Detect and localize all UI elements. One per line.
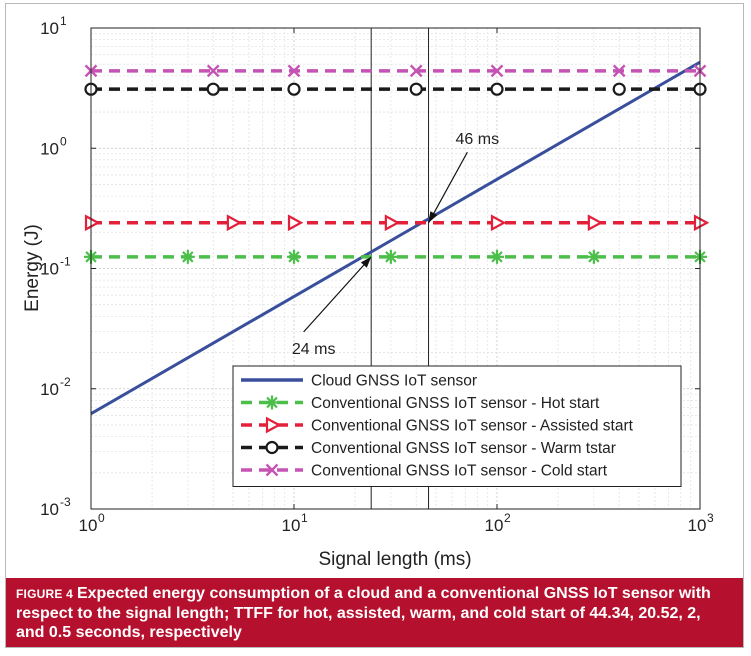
series-marker <box>383 249 398 264</box>
figure-caption: FIGURE 4 Expected energy consumption of a… <box>6 578 743 647</box>
y-tick-exp: -1 <box>60 255 71 269</box>
y-tick-label: 10 -2 <box>40 375 700 399</box>
x-tick-label: 10 3 <box>688 28 714 535</box>
y-tick-exp: 0 <box>60 134 67 148</box>
y-tick-base: 10 <box>40 19 59 38</box>
series-marker <box>206 82 220 96</box>
legend-label: Conventional GNSS IoT sensor - Hot start <box>311 395 600 412</box>
series <box>84 214 710 232</box>
caption-label: FIGURE 4 <box>16 587 73 601</box>
y-axis-label: Energy (J) <box>22 224 43 312</box>
legend-entry: Conventional GNSS IoT sensor - Cold star… <box>241 463 608 480</box>
annotation: 24 ms <box>292 256 372 358</box>
series-marker <box>287 82 301 96</box>
x-tick-exp: 3 <box>707 511 714 525</box>
series <box>84 64 707 78</box>
legend-label: Conventional GNSS IoT sensor - Assisted … <box>311 418 634 435</box>
legend-box <box>232 365 682 487</box>
y-tick-base: 10 <box>40 260 59 279</box>
series-marker <box>287 214 304 232</box>
legend-entry: Conventional GNSS IoT sensor - Warm tsta… <box>241 440 616 457</box>
y-tick-label: 10 -3 <box>40 495 700 519</box>
y-tick-exp: -3 <box>60 495 71 509</box>
annotation-arrow <box>303 256 372 333</box>
y-tick-base: 10 <box>40 139 59 158</box>
x-tick-base: 10 <box>485 516 504 535</box>
series-marker <box>490 82 504 96</box>
annotation: 46 ms <box>428 131 500 224</box>
series-marker <box>490 214 507 232</box>
legend-entry: Conventional GNSS IoT sensor - Assisted … <box>241 416 634 435</box>
x-tick-base: 10 <box>688 516 707 535</box>
caption-text: Expected energy consumption of a cloud a… <box>16 585 711 641</box>
series-marker <box>84 214 101 232</box>
annotation-label: 46 ms <box>456 131 500 148</box>
y-tick-label: 10 -1 <box>40 255 700 279</box>
series-marker <box>409 64 423 78</box>
x-tick-exp: 2 <box>504 511 511 525</box>
legend: Cloud GNSS IoT sensor Conventional GNSS I… <box>232 365 682 487</box>
series-marker <box>693 214 710 232</box>
x-tick-exp: 1 <box>301 511 308 525</box>
x-tick-label: 10 0 <box>79 28 105 535</box>
legend-label: Conventional GNSS IoT sensor - Cold star… <box>311 463 608 480</box>
series-marker <box>490 249 504 264</box>
series-marker <box>265 395 279 410</box>
series-marker <box>587 214 604 232</box>
series-marker <box>490 64 504 78</box>
legend-label: Conventional GNSS IoT sensor - Warm tsta… <box>311 440 616 457</box>
series-marker <box>612 82 626 96</box>
x-tick-base: 10 <box>282 516 301 535</box>
series-marker <box>409 82 423 96</box>
series-marker <box>265 463 279 477</box>
series-marker <box>612 64 626 78</box>
annotation-arrow <box>428 151 468 224</box>
y-tick-exp: -2 <box>60 375 71 389</box>
y-tick-exp: 1 <box>60 14 67 28</box>
series-marker <box>265 440 279 455</box>
legend-entry: Conventional GNSS IoT sensor - Hot start <box>241 395 600 412</box>
series-marker <box>206 64 220 78</box>
legend-entry: Cloud GNSS IoT sensor <box>241 373 477 390</box>
y-tick-base: 10 <box>40 380 59 399</box>
series-marker <box>586 249 601 264</box>
annotations: 46 ms 24 ms <box>292 131 499 358</box>
series-marker <box>226 214 243 232</box>
x-tick-label: 10 2 <box>485 28 511 535</box>
legend-label: Cloud GNSS IoT sensor <box>311 373 477 390</box>
series-marker <box>384 214 401 232</box>
annotation-arrowhead <box>360 256 372 268</box>
series <box>90 60 701 416</box>
x-tick-exp: 0 <box>98 511 105 525</box>
series-marker <box>180 249 195 264</box>
y-tick-base: 10 <box>40 500 59 519</box>
series-marker <box>265 416 282 434</box>
x-tick-label: 10 1 <box>282 28 308 535</box>
x-axis-label: Signal length (ms) <box>318 549 471 570</box>
tick-labels: 10 0 10 1 10 2 10 310 -310 -210 -110 010 1 <box>40 14 714 535</box>
annotation-label: 24 ms <box>292 341 336 358</box>
y-tick-label: 10 1 <box>40 14 700 38</box>
x-tick-base: 10 <box>79 516 98 535</box>
series-marker <box>287 249 301 264</box>
series-line <box>90 60 701 416</box>
y-tick-label: 10 0 <box>40 134 700 158</box>
series-marker <box>287 64 301 78</box>
annotation-arrowhead <box>428 211 438 223</box>
